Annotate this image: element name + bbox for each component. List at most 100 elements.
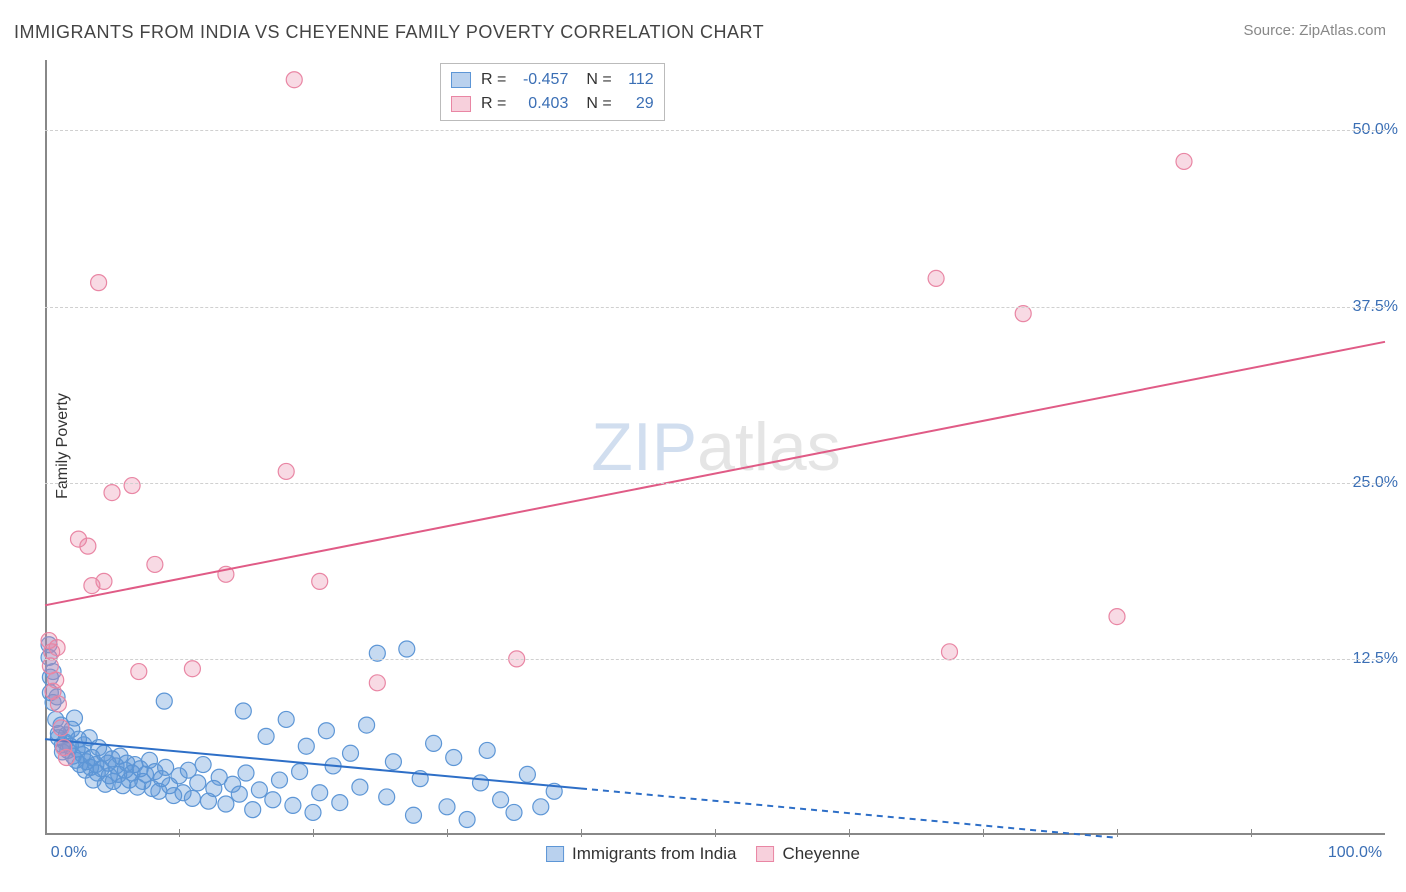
data-point bbox=[1015, 306, 1031, 322]
legend-r-label: R = bbox=[481, 71, 506, 89]
legend-r-label: R = bbox=[481, 95, 506, 113]
legend-swatch bbox=[451, 72, 471, 88]
legend-r-value: 0.403 bbox=[512, 95, 568, 113]
series-legend-item: Cheyenne bbox=[756, 844, 860, 864]
data-point bbox=[479, 742, 495, 758]
data-point bbox=[318, 723, 334, 739]
data-point bbox=[332, 795, 348, 811]
data-point bbox=[58, 750, 74, 766]
x-tick-mark bbox=[179, 829, 180, 837]
series-name: Immigrants from India bbox=[572, 844, 736, 864]
gridline bbox=[45, 659, 1385, 660]
gridline bbox=[45, 130, 1385, 131]
data-point bbox=[96, 573, 112, 589]
x-tick-mark bbox=[581, 829, 582, 837]
data-point bbox=[942, 644, 958, 660]
data-point bbox=[66, 710, 82, 726]
data-point bbox=[53, 720, 69, 736]
legend-n-value: 29 bbox=[618, 95, 654, 113]
data-point bbox=[1176, 153, 1192, 169]
data-point bbox=[439, 799, 455, 815]
data-point bbox=[292, 764, 308, 780]
data-point bbox=[446, 750, 462, 766]
data-point bbox=[285, 797, 301, 813]
trend-line bbox=[45, 342, 1385, 606]
data-point bbox=[48, 672, 64, 688]
chart-title: IMMIGRANTS FROM INDIA VS CHEYENNE FAMILY… bbox=[14, 22, 764, 43]
data-point bbox=[184, 790, 200, 806]
data-point bbox=[80, 538, 96, 554]
data-point bbox=[406, 807, 422, 823]
data-point bbox=[298, 738, 314, 754]
x-tick-mark bbox=[849, 829, 850, 837]
gridline bbox=[45, 483, 1385, 484]
x-tick-mark bbox=[447, 829, 448, 837]
legend-n-label: N = bbox=[586, 71, 611, 89]
data-point bbox=[305, 804, 321, 820]
legend-swatch bbox=[546, 846, 564, 862]
series-legend-item: Immigrants from India bbox=[546, 844, 736, 864]
data-point bbox=[124, 478, 140, 494]
data-point bbox=[278, 463, 294, 479]
data-point bbox=[218, 796, 234, 812]
data-point bbox=[928, 270, 944, 286]
data-point bbox=[131, 664, 147, 680]
data-point bbox=[506, 804, 522, 820]
correlation-legend: R = -0.457 N = 112 R = 0.403 N = 29 bbox=[440, 63, 665, 121]
data-point bbox=[459, 812, 475, 828]
data-point bbox=[533, 799, 549, 815]
data-point bbox=[251, 782, 267, 798]
data-point bbox=[190, 775, 206, 791]
data-point bbox=[104, 485, 120, 501]
data-point bbox=[379, 789, 395, 805]
data-point bbox=[278, 711, 294, 727]
legend-r-value: -0.457 bbox=[512, 71, 568, 89]
legend-n-value: 112 bbox=[618, 71, 654, 89]
data-point bbox=[156, 693, 172, 709]
data-point bbox=[399, 641, 415, 657]
data-point bbox=[235, 703, 251, 719]
series-legend: Immigrants from India Cheyenne bbox=[546, 844, 860, 864]
data-point bbox=[238, 765, 254, 781]
data-point bbox=[312, 573, 328, 589]
data-point bbox=[385, 754, 401, 770]
data-point bbox=[91, 275, 107, 291]
data-point bbox=[369, 675, 385, 691]
x-tick-label: 0.0% bbox=[51, 844, 87, 862]
data-point bbox=[50, 696, 66, 712]
data-point bbox=[195, 757, 211, 773]
legend-row: R = -0.457 N = 112 bbox=[451, 68, 654, 92]
source-attribution: Source: ZipAtlas.com bbox=[1243, 22, 1386, 39]
x-tick-mark bbox=[715, 829, 716, 837]
gridline bbox=[45, 307, 1385, 308]
data-point bbox=[426, 735, 442, 751]
data-point bbox=[359, 717, 375, 733]
data-point bbox=[245, 802, 261, 818]
data-point bbox=[473, 775, 489, 791]
data-point bbox=[272, 772, 288, 788]
data-point bbox=[519, 766, 535, 782]
data-point bbox=[147, 556, 163, 572]
legend-n-label: N = bbox=[586, 95, 611, 113]
data-point bbox=[312, 785, 328, 801]
x-tick-mark bbox=[983, 829, 984, 837]
data-point bbox=[343, 745, 359, 761]
x-tick-mark bbox=[1117, 829, 1118, 837]
data-point bbox=[286, 72, 302, 88]
x-tick-mark bbox=[313, 829, 314, 837]
series-name: Cheyenne bbox=[782, 844, 860, 864]
x-tick-label: 100.0% bbox=[1328, 844, 1382, 862]
data-point bbox=[265, 792, 281, 808]
data-point bbox=[493, 792, 509, 808]
data-point bbox=[352, 779, 368, 795]
data-point bbox=[49, 640, 65, 656]
legend-row: R = 0.403 N = 29 bbox=[451, 92, 654, 116]
legend-swatch bbox=[451, 96, 471, 112]
data-point bbox=[1109, 609, 1125, 625]
data-point bbox=[184, 661, 200, 677]
chart-svg bbox=[45, 60, 1385, 835]
x-tick-mark bbox=[1251, 829, 1252, 837]
legend-swatch bbox=[756, 846, 774, 862]
data-point bbox=[231, 786, 247, 802]
data-point bbox=[258, 728, 274, 744]
